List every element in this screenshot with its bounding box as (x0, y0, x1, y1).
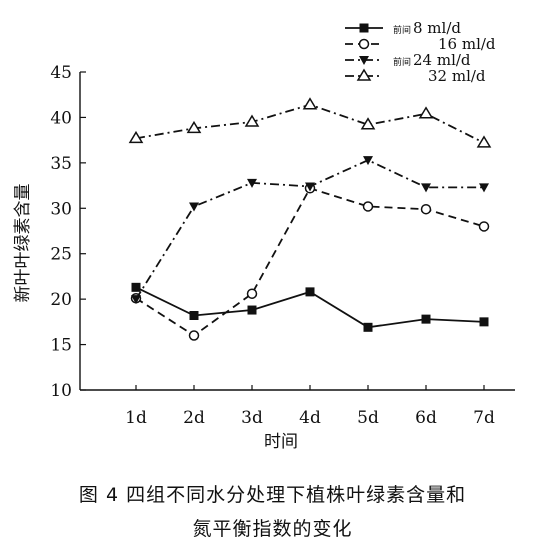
y-tick-label: 40 (50, 108, 72, 128)
data-point (363, 156, 373, 166)
figure-caption-line1: 图 4 四组不同水分处理下植株叶绿素含量和 (78, 484, 467, 506)
y-tick-label: 15 (50, 336, 72, 356)
y-ticks: 10 15 20 25 30 35 40 45 (50, 63, 86, 401)
legend-marker (356, 68, 372, 81)
y-tick-label: 10 (50, 381, 72, 401)
data-point (479, 317, 489, 327)
legend-marker (359, 23, 369, 33)
y-axis-label: 新叶叶绿素含量 (13, 184, 33, 303)
data-point (247, 305, 257, 315)
x-tick-label: 7d (473, 408, 495, 428)
data-point (305, 287, 315, 297)
x-tick-label: 6d (415, 408, 437, 428)
x-tick-label: 4d (299, 408, 321, 428)
data-point (246, 288, 258, 299)
x-tick-label: 2d (183, 408, 205, 428)
chart-axes (79, 72, 515, 391)
data-point (421, 314, 431, 324)
x-axis-label: 时间 (264, 432, 298, 452)
data-point (476, 135, 492, 148)
series-line-3 (135, 159, 484, 300)
data-point (479, 183, 489, 193)
data-point (186, 120, 202, 134)
data-point (128, 130, 144, 144)
data-point (189, 202, 199, 212)
data-point (478, 221, 490, 232)
y-tick-label: 25 (50, 245, 72, 265)
legend-marker (358, 38, 370, 50)
legend-label: 24 ml/d (413, 51, 471, 69)
data-point (362, 201, 374, 212)
legend-prefix: 前间 (393, 56, 411, 68)
series-line-4 (135, 103, 485, 144)
x-ticks: 1d 2d 3d 4d 5d 6d 7d (125, 385, 495, 428)
data-point (421, 183, 431, 193)
legend-label: 16 ml/d (438, 35, 496, 53)
data-point (420, 203, 432, 215)
legend-label: 32 ml/d (428, 67, 486, 85)
x-tick-label: 5d (357, 408, 379, 428)
data-point (244, 114, 260, 127)
y-tick-label: 45 (50, 63, 72, 83)
data-point (360, 117, 376, 130)
x-tick-label: 1d (125, 408, 147, 428)
data-point (131, 295, 141, 305)
data-point (247, 178, 257, 188)
legend-prefix: 前间 (393, 24, 411, 36)
y-tick-label: 30 (50, 199, 72, 219)
data-point (363, 322, 373, 332)
data-point (131, 282, 141, 292)
legend-label: 8 ml/d (413, 19, 461, 37)
figure-caption-line2: 氮平衡指数的变化 (192, 518, 353, 540)
legend-marker (359, 56, 369, 65)
data-point (302, 97, 318, 110)
y-tick-label: 35 (50, 154, 72, 174)
y-tick-label: 20 (50, 290, 72, 310)
data-point (188, 330, 200, 341)
series-group (128, 97, 492, 341)
x-tick-label: 3d (241, 408, 263, 428)
data-point (305, 182, 315, 192)
legend: 前间 8 ml/d16 ml/d前间 24 ml/d32 ml/d (345, 19, 496, 85)
data-point (189, 310, 199, 320)
data-point (418, 106, 434, 119)
